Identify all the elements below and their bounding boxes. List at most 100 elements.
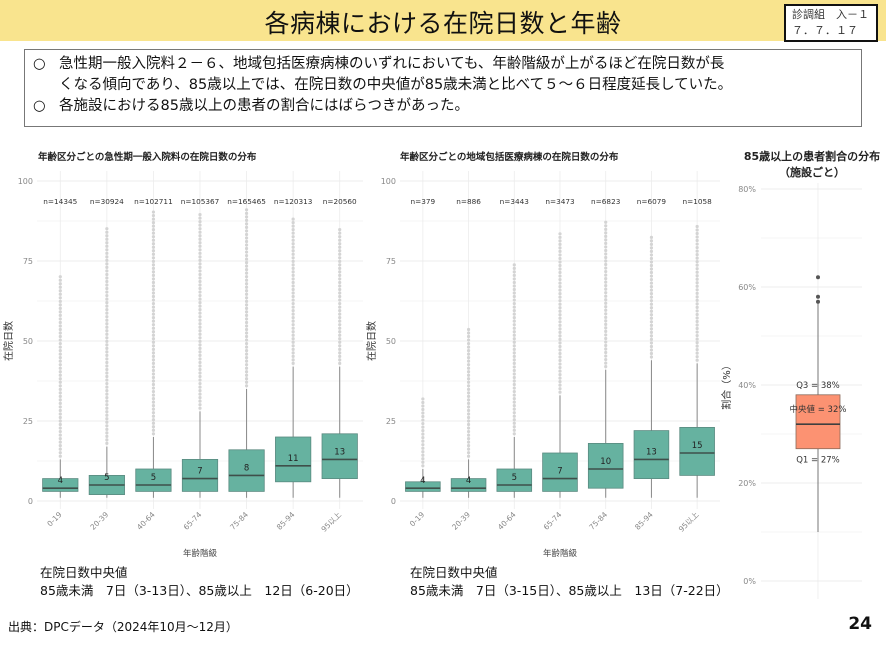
outlier-point: [466, 422, 471, 427]
outlier-point: [58, 415, 62, 420]
sample-size-label: n=1058: [682, 197, 712, 206]
summary-bullet: ○ 各施設における85歳以上の患者の割合にはばらつきがあった。: [33, 96, 853, 117]
outlier-point: [558, 380, 562, 384]
outlier-point: [649, 302, 654, 306]
outlier-point: [604, 287, 608, 291]
outlier-point: [695, 305, 699, 309]
median-label: 7: [557, 467, 562, 477]
median-label: 13: [646, 447, 657, 457]
outlier-point: [58, 447, 62, 451]
outlier-point: [512, 284, 516, 288]
outlier-point: [558, 249, 562, 253]
outlier-point: [512, 361, 516, 365]
outlier-point: [338, 298, 342, 302]
outlier-point: [604, 245, 608, 249]
outlier-point: [512, 312, 516, 316]
outlier-point: [558, 267, 562, 271]
outlier-point: [649, 292, 654, 296]
outlier-point: [105, 315, 109, 319]
outlier-point: [291, 340, 295, 344]
outlier-point: [421, 464, 425, 468]
outlier-point: [291, 231, 295, 235]
outlier-point: [604, 220, 608, 224]
outlier-point: [151, 235, 156, 239]
outlier-point: [604, 365, 608, 369]
outlier-point: [604, 361, 608, 365]
outlier-point: [558, 337, 562, 341]
outlier-point: [338, 312, 342, 316]
outlier-point: [151, 397, 156, 401]
outlier-point: [291, 316, 295, 320]
outlier-point: [649, 306, 654, 310]
outlier-point: [105, 410, 109, 414]
outlier-point: [558, 306, 562, 310]
y-tick-label: 75: [23, 257, 33, 266]
outlier-point: [105, 353, 109, 357]
outlier-point: [291, 270, 295, 274]
outlier-point: [695, 267, 699, 271]
outlier-point: [695, 298, 699, 302]
outlier-point: [421, 443, 425, 447]
outlier-point: [512, 432, 516, 436]
median-label: 5: [512, 473, 517, 483]
outlier-point: [151, 298, 156, 302]
share-boxplot-chart: 85歳以上の患者割合の分布 （施設ごと） 0% 20% 40% 60% 80% 割合（%） Q3…: [720, 149, 880, 599]
outlier-point: [198, 283, 202, 287]
outlier-point: [151, 316, 156, 320]
outlier-point: [58, 345, 62, 349]
outlier-point: [58, 387, 62, 391]
outlier-point: [291, 312, 295, 316]
outlier-point: [512, 337, 516, 341]
outlier-point: [198, 286, 202, 291]
outlier-point: [151, 400, 156, 404]
sample-size-label: n=379: [411, 197, 436, 206]
outlier-point: [151, 256, 156, 260]
outlier-point: [649, 270, 654, 275]
outlier-point: [58, 349, 62, 353]
outlier-point: [105, 371, 109, 375]
outlier-point: [244, 225, 249, 229]
y-tick-label: 20%: [738, 479, 756, 488]
outlier-point: [198, 315, 202, 319]
outlier-point: [58, 313, 62, 317]
outlier-point: [338, 231, 342, 235]
outlier-point: [244, 232, 249, 237]
summary-text-continued: くなる傾向であり、85歳以上では、在院日数の中央値が85歳未満と比べて５～６日程…: [59, 77, 733, 93]
outlier-point: [291, 330, 295, 334]
outlier-point: [151, 418, 156, 422]
outlier-point: [105, 343, 109, 347]
outlier-point: [244, 331, 249, 335]
outlier-point: [291, 333, 295, 337]
outlier-point: [338, 340, 342, 344]
outlier-point: [105, 381, 109, 386]
outlier-point: [244, 243, 249, 247]
outlier-point: [421, 421, 425, 426]
outlier-point: [105, 258, 109, 262]
outlier-point: [558, 327, 562, 331]
outlier-point: [244, 320, 249, 325]
document-id-line1: 診調組 入－１: [792, 8, 869, 21]
outlier-point: [338, 249, 342, 253]
outlier-point: [291, 358, 295, 362]
outlier-point: [338, 333, 342, 337]
outlier-point: [604, 291, 608, 295]
outlier-point: [649, 267, 654, 271]
left-note-title: 在院日数中央値: [40, 565, 128, 580]
outlier-point: [512, 425, 516, 429]
sample-size-label: n=30924: [90, 197, 124, 206]
y-tick-label: 40%: [738, 381, 756, 390]
outlier-point: [105, 357, 109, 361]
outlier-point: [695, 316, 699, 320]
outlier-point: [421, 404, 425, 408]
outlier-point: [244, 289, 249, 293]
outlier-point: [198, 293, 202, 298]
outlier-point: [558, 365, 562, 370]
outlier-point: [291, 309, 295, 313]
outlier-point: [58, 440, 62, 444]
outlier-point: [604, 241, 608, 245]
outlier-point: [558, 369, 562, 373]
outlier-point: [198, 346, 202, 350]
outlier-point: [695, 291, 699, 295]
outlier-point: [105, 262, 109, 266]
outlier-point: [151, 393, 156, 397]
